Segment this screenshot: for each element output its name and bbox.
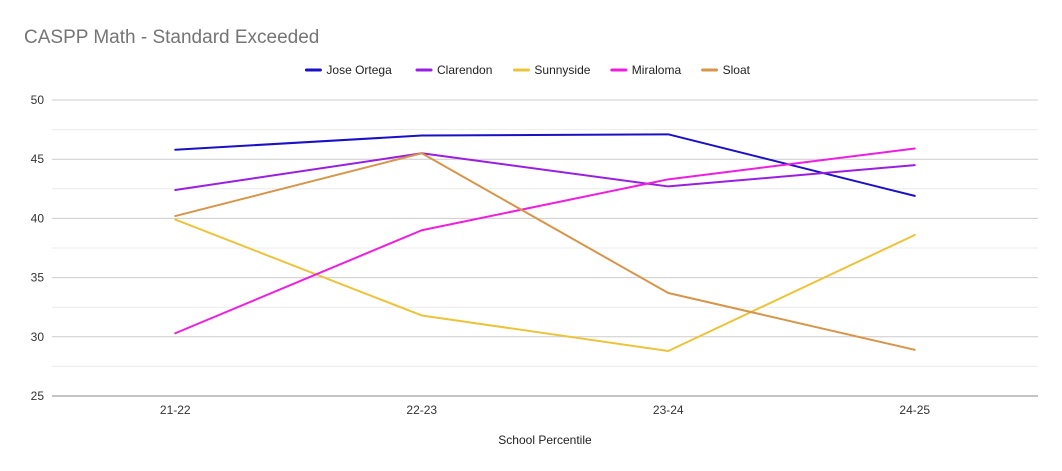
gridlines — [52, 99, 1038, 397]
series-line-sunnyside — [174, 218, 916, 353]
y-axis-ticks: 25 30 35 40 45 50 — [31, 93, 45, 403]
series-line-jose-ortega — [174, 133, 916, 197]
series-lines — [174, 133, 916, 353]
x-axis-ticks: 21-22 22-23 23-24 24-25 — [160, 403, 931, 417]
y-tick-label: 45 — [31, 152, 45, 166]
series-line-miraloma — [174, 147, 916, 335]
legend-label-sunnyside: Sunnyside — [534, 63, 590, 77]
x-axis-title: School Percentile — [498, 433, 592, 447]
y-tick-label: 35 — [31, 271, 45, 285]
x-tick-label: 23-24 — [653, 403, 684, 417]
series-line-sloat — [174, 152, 916, 351]
y-tick-label: 25 — [31, 389, 45, 403]
legend-label-clarendon: Clarendon — [437, 63, 492, 77]
x-tick-label: 22-23 — [406, 403, 437, 417]
legend: Jose Ortega Clarendon Sunnyside Miraloma Slo… — [304, 63, 751, 77]
x-tick-label: 21-22 — [160, 403, 191, 417]
legend-label-jose-ortega: Jose Ortega — [326, 63, 392, 77]
y-tick-label: 30 — [31, 330, 45, 344]
legend-label-sloat: Sloat — [723, 63, 751, 77]
series-line-clarendon — [174, 152, 916, 191]
y-tick-label: 40 — [31, 211, 45, 225]
legend-label-miraloma: Miraloma — [632, 63, 682, 77]
y-tick-label: 50 — [31, 93, 45, 107]
x-tick-label: 24-25 — [899, 403, 930, 417]
chart-title: CASPP Math - Standard Exceeded — [24, 27, 319, 48]
